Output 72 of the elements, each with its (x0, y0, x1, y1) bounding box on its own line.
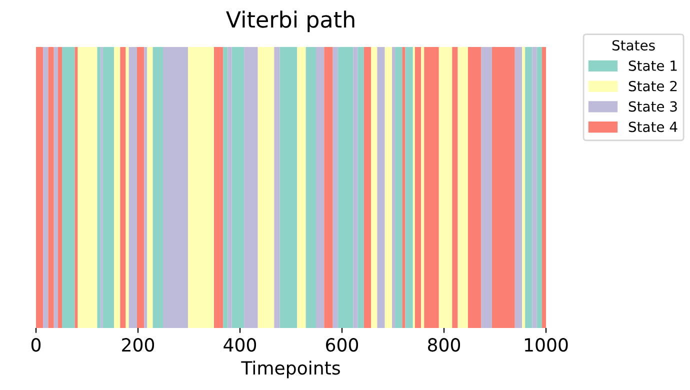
x-tick-label: 400 (224, 338, 256, 352)
bar (468, 47, 482, 328)
bar (120, 47, 126, 328)
bar (395, 47, 402, 328)
bar (316, 47, 324, 328)
bar (392, 47, 396, 328)
bar (358, 47, 364, 328)
bar (324, 47, 333, 328)
bar (228, 47, 232, 328)
bar (78, 47, 98, 328)
bar (338, 47, 354, 328)
bar (364, 47, 372, 328)
bar (492, 47, 515, 328)
bar (126, 47, 129, 328)
bar (62, 47, 75, 328)
bar (297, 47, 306, 328)
bar (280, 47, 298, 328)
bar (414, 47, 422, 328)
x-tick-label: 200 (122, 338, 154, 352)
bar (48, 47, 54, 328)
legend-label: State 2 (628, 80, 677, 92)
bar (102, 47, 114, 328)
x-axis-title: Timepoints (241, 360, 340, 378)
bar (58, 47, 62, 328)
bar (481, 47, 492, 328)
bar (536, 47, 542, 328)
x-tick-label: 0 (31, 338, 41, 352)
bar (223, 47, 228, 328)
bar (274, 47, 280, 328)
bar (54, 47, 58, 328)
bar (405, 47, 413, 328)
bar (214, 47, 224, 328)
bar (258, 47, 274, 328)
bar (36, 47, 44, 328)
bar (522, 47, 526, 328)
legend-label: State 4 (628, 122, 678, 132)
bar (128, 47, 137, 328)
x-tick-label: 600 (326, 338, 358, 352)
bar (97, 47, 101, 328)
legend-label: State 3 (628, 101, 677, 112)
bar (514, 47, 522, 328)
bar (438, 47, 452, 328)
chart-title: Viterbi path (226, 10, 354, 32)
x-tick-label: 800 (428, 338, 460, 352)
bar (371, 47, 378, 328)
bar (152, 47, 163, 328)
bar (353, 47, 358, 328)
bar (114, 47, 120, 328)
bar (452, 47, 458, 328)
bar (332, 47, 338, 328)
bar (532, 47, 537, 328)
bar (136, 47, 144, 328)
bar (421, 47, 424, 328)
bar (74, 47, 78, 328)
bar (244, 47, 258, 328)
bar (384, 47, 392, 328)
bar (402, 47, 406, 328)
bar (188, 47, 214, 328)
bar (147, 47, 153, 328)
bar (162, 47, 188, 328)
legend-label: State 1 (628, 60, 677, 71)
bar (43, 47, 48, 328)
bar (306, 47, 316, 328)
bar (232, 47, 244, 328)
bar (377, 47, 385, 328)
legend-title: States (612, 40, 655, 51)
x-tick-label: 1000 (525, 338, 568, 352)
bar (525, 47, 532, 328)
bar (144, 47, 148, 328)
bar (458, 47, 468, 328)
bar (542, 47, 546, 328)
bar (424, 47, 439, 328)
